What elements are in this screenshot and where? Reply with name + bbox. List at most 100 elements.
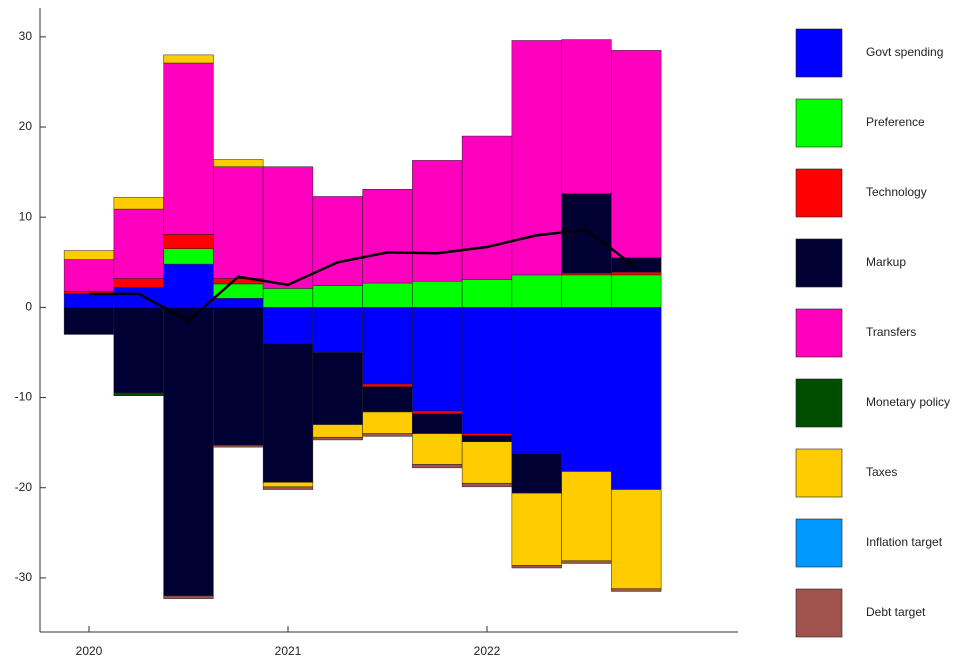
bar-segment — [113, 197, 164, 210]
bar-segment — [511, 453, 562, 494]
bar-segment — [163, 62, 214, 235]
bar-segment — [561, 39, 612, 195]
bar-segment — [63, 307, 115, 335]
legend-label: Technology — [866, 185, 927, 199]
bar-segment — [362, 411, 413, 434]
bar-segment — [63, 259, 115, 292]
bar-segment — [412, 413, 463, 434]
bar-segment — [412, 280, 463, 308]
bar-segment — [63, 293, 115, 308]
legend-swatch — [795, 28, 843, 78]
bar-segment — [611, 50, 662, 259]
bar-segment — [561, 560, 612, 564]
bar-segment — [262, 486, 314, 490]
legend-swatch — [795, 168, 843, 218]
y-tick-label: 10 — [19, 209, 33, 223]
bar-segment — [213, 298, 264, 308]
bar-segment — [461, 441, 513, 484]
legend-label: Taxes — [866, 465, 897, 479]
bar-segment — [461, 307, 513, 434]
bar-segment — [412, 433, 463, 465]
y-tick-label: 30 — [19, 29, 33, 43]
bar-segment — [113, 307, 164, 394]
bar-segment — [113, 208, 164, 279]
bar-segment — [461, 433, 513, 436]
bar-segment — [412, 410, 463, 415]
bar-segment — [511, 307, 562, 454]
y-tick-label: 20 — [19, 119, 33, 133]
legend-swatch — [795, 588, 843, 638]
bar-segment — [611, 307, 662, 490]
bar-segment — [362, 433, 413, 437]
bar-segment — [611, 588, 662, 592]
bar-segment — [561, 471, 612, 562]
bar-segment — [511, 565, 562, 569]
bar-segment — [262, 166, 314, 289]
legend-label: Inflation target — [866, 535, 943, 549]
bar-segment — [312, 196, 363, 286]
bar-segment — [312, 352, 363, 425]
bar-segment — [262, 288, 314, 308]
legend-label: Debt target — [866, 605, 926, 619]
bar-segment — [262, 343, 314, 483]
bar-segment — [312, 436, 363, 441]
bar-segment — [362, 188, 413, 284]
bar-segment — [412, 307, 463, 412]
bar-segment — [461, 135, 513, 280]
bar-segment — [362, 386, 413, 413]
bar-segment — [611, 271, 662, 276]
bar-segment — [262, 307, 314, 344]
legend-swatch — [795, 448, 843, 498]
bar-segment — [611, 489, 662, 589]
y-tick-label: -20 — [15, 480, 33, 494]
y-tick-label: -10 — [15, 390, 33, 404]
y-tick-label: -30 — [15, 570, 33, 584]
bar-segment — [561, 307, 612, 472]
bar-segment — [312, 285, 363, 308]
bar-segment — [213, 307, 264, 446]
bar-segment — [63, 250, 115, 260]
bar-segment — [163, 248, 214, 265]
bar-segment — [561, 274, 612, 308]
legend-label: Monetary policy — [866, 395, 950, 409]
bar-segment — [262, 482, 314, 488]
bar-segment — [362, 282, 413, 308]
bar-segment — [412, 160, 463, 282]
bar-segment — [362, 383, 413, 387]
x-tick-label: 2021 — [275, 644, 302, 658]
bar-segment — [511, 274, 562, 308]
legend-label: Govt spending — [866, 45, 943, 59]
bar-segment — [163, 54, 214, 64]
bar-segment — [163, 263, 214, 308]
bar-segment — [362, 307, 413, 385]
bar-segment — [163, 307, 214, 597]
bar-segment — [561, 193, 612, 274]
legend-swatch — [795, 518, 843, 568]
legend-swatch — [795, 378, 843, 428]
y-tick-label: 0 — [25, 300, 32, 314]
bar-segment — [412, 464, 463, 469]
bar-segment — [163, 595, 214, 599]
legend-label: Markup — [866, 255, 906, 269]
legend-label: Preference — [866, 115, 925, 129]
legend-label: Transfers — [866, 325, 916, 339]
x-tick-label: 2020 — [76, 644, 103, 658]
bar-segment — [611, 257, 662, 273]
line — [89, 228, 638, 323]
bar-segment — [113, 278, 164, 288]
bar-segment — [163, 234, 214, 250]
legend-swatch — [795, 98, 843, 148]
bar-segment — [312, 424, 363, 438]
bar-segment — [213, 159, 264, 167]
bar-segment — [611, 274, 662, 308]
bar-segment — [561, 272, 612, 276]
bar-segment — [461, 279, 513, 308]
legend-swatch — [795, 238, 843, 288]
bar-segment — [213, 166, 264, 279]
bar-segment — [461, 435, 513, 442]
bar-segment — [511, 492, 562, 566]
bar-segment — [461, 482, 513, 488]
legend-swatch — [795, 308, 843, 358]
x-tick-label: 2022 — [474, 644, 501, 658]
